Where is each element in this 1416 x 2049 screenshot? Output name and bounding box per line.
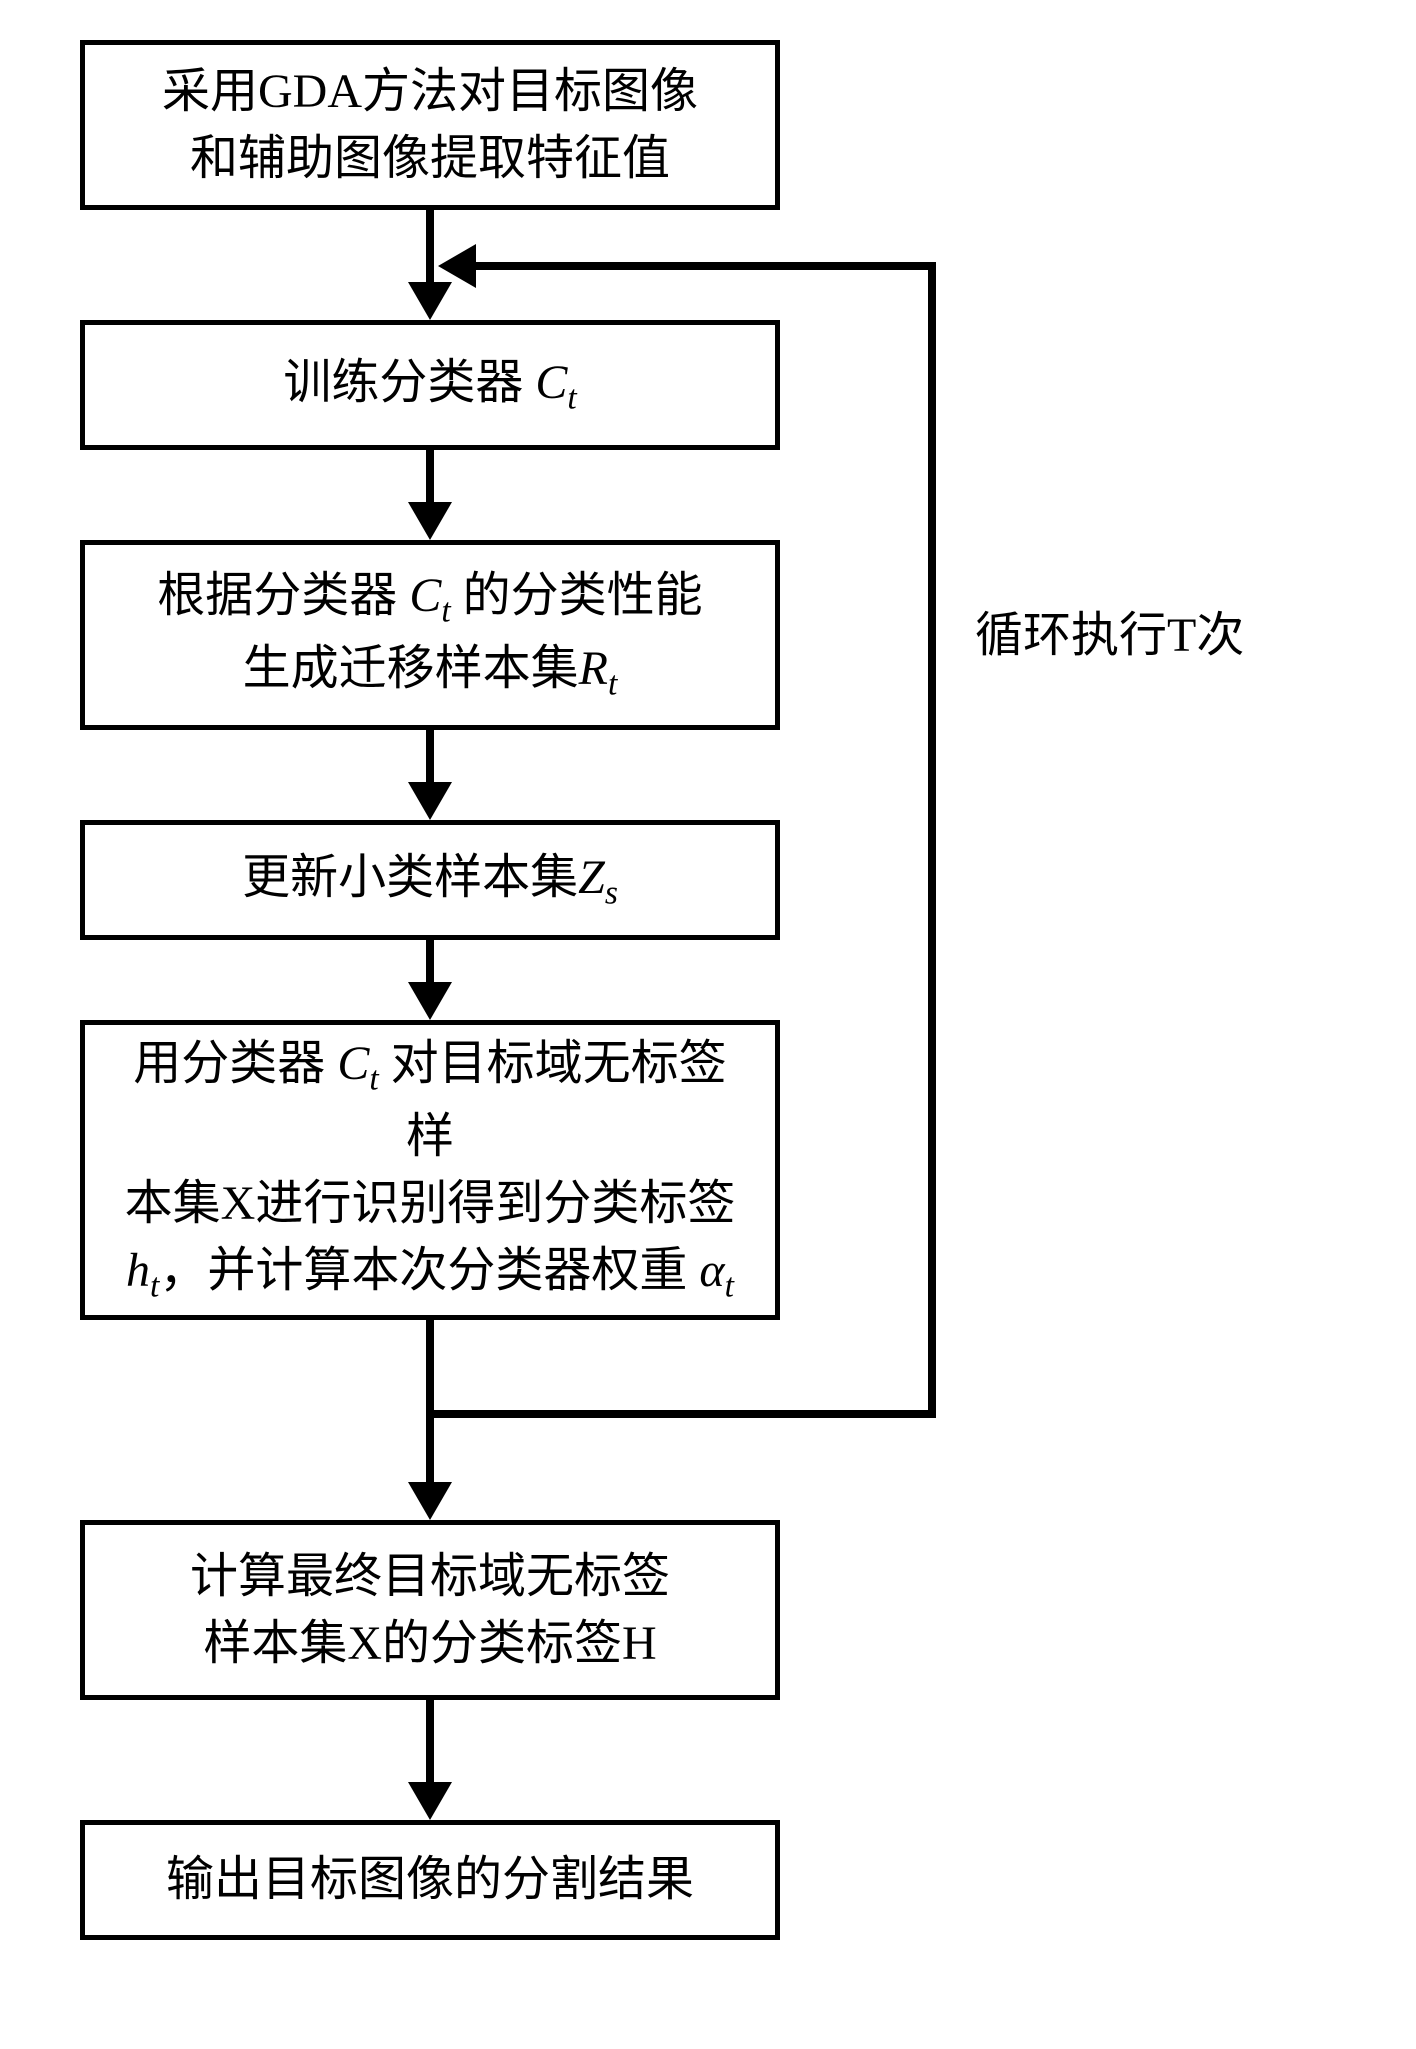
arrowhead-down-icon (408, 782, 452, 820)
arrowhead-down-icon (408, 1482, 452, 1520)
loop-out-horizontal (430, 1410, 936, 1418)
arrow-n6-n7 (426, 1700, 434, 1782)
arrow-n2-n3 (426, 450, 434, 502)
flow-node-text: 用分类器 Ct 对目标域无标签样本集X进行识别得到分类标签ht，并计算本次分类器… (115, 1030, 745, 1310)
flow-node-text: 计算最终目标域无标签样本集X的分类标签H (190, 1543, 670, 1677)
loop-vertical (928, 262, 936, 1418)
flow-node-n2: 训练分类器 Ct (80, 320, 780, 450)
flow-node-text: 训练分类器 Ct (283, 349, 576, 422)
flow-node-text: 输出目标图像的分割结果 (166, 1846, 694, 1913)
flow-node-n5: 用分类器 Ct 对目标域无标签样本集X进行识别得到分类标签ht，并计算本次分类器… (80, 1020, 780, 1320)
arrowhead-down-icon (408, 1782, 452, 1820)
arrow-n4-n5 (426, 940, 434, 982)
arrow-n3-n4 (426, 730, 434, 782)
arrow-n5-n6 (426, 1320, 434, 1482)
arrow-n1-n2 (426, 210, 434, 282)
flow-node-text: 根据分类器 Ct 的分类性能生成迁移样本集Rt (157, 562, 702, 707)
flow-node-text: 更新小类样本集Zs (242, 844, 618, 917)
loop-label: 循环执行T次 (975, 595, 1244, 665)
flow-node-n7: 输出目标图像的分割结果 (80, 1820, 780, 1940)
flow-node-n6: 计算最终目标域无标签样本集X的分类标签H (80, 1520, 780, 1700)
flow-node-text: 采用GDA方法对目标图像和辅助图像提取特征值 (162, 58, 698, 192)
arrowhead-down-icon (408, 502, 452, 540)
loop-in-horizontal (476, 262, 936, 270)
arrowhead-down-icon (408, 982, 452, 1020)
flow-node-n1: 采用GDA方法对目标图像和辅助图像提取特征值 (80, 40, 780, 210)
arrowhead-left-icon (438, 244, 476, 288)
flow-node-n4: 更新小类样本集Zs (80, 820, 780, 940)
flow-node-n3: 根据分类器 Ct 的分类性能生成迁移样本集Rt (80, 540, 780, 730)
